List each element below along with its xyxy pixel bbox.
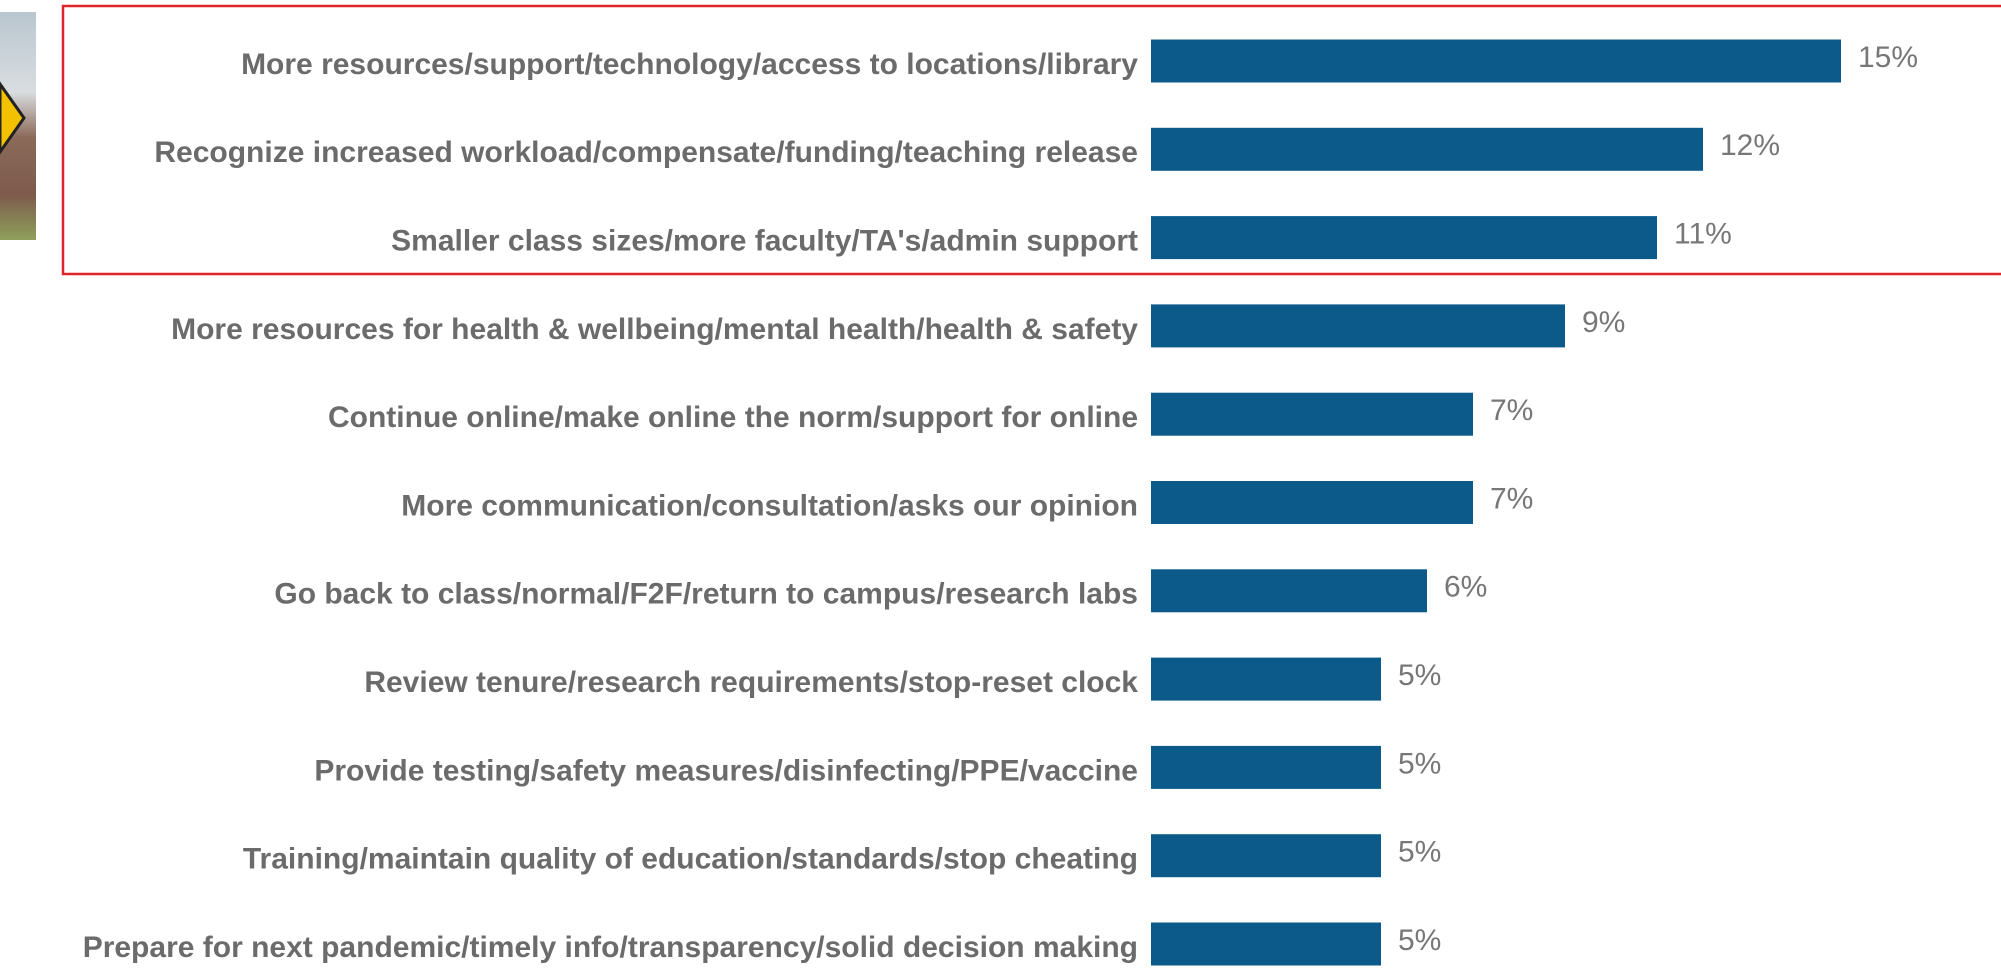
bar <box>1151 923 1381 966</box>
photo-thumbnail <box>0 12 36 240</box>
bar <box>1151 658 1381 701</box>
category-label: Recognize increased workload/compensate/… <box>154 136 1138 169</box>
value-label: 5% <box>1398 924 1441 957</box>
value-label: 15% <box>1858 41 1918 74</box>
category-label: Prepare for next pandemic/timely info/tr… <box>83 931 1138 964</box>
bar <box>1151 569 1427 612</box>
category-label: Smaller class sizes/more faculty/TA's/ad… <box>391 225 1138 258</box>
category-label: Go back to class/normal/F2F/return to ca… <box>274 578 1138 611</box>
category-label: Provide testing/safety measures/disinfec… <box>314 754 1138 787</box>
value-label: 7% <box>1490 394 1533 427</box>
bar <box>1151 481 1473 524</box>
bar <box>1151 128 1703 171</box>
category-label: Review tenure/research requirements/stop… <box>364 666 1138 699</box>
value-label: 9% <box>1582 306 1625 339</box>
category-label: More communication/consultation/asks our… <box>401 489 1138 522</box>
value-label: 5% <box>1398 836 1441 869</box>
bar <box>1151 834 1381 877</box>
bar <box>1151 304 1565 347</box>
value-label: 6% <box>1444 571 1487 604</box>
category-label: Continue online/make online the norm/sup… <box>328 401 1138 434</box>
bar <box>1151 216 1657 259</box>
value-label: 11% <box>1674 218 1732 251</box>
category-label: Training/maintain quality of education/s… <box>243 843 1138 876</box>
bar <box>1151 746 1381 789</box>
value-label: 7% <box>1490 482 1533 515</box>
bar <box>1151 40 1841 83</box>
value-label: 5% <box>1398 659 1441 692</box>
chart: More resources/support/technology/access… <box>0 0 2001 968</box>
bar <box>1151 393 1473 436</box>
value-label: 12% <box>1720 129 1780 162</box>
category-label: More resources for health & wellbeing/me… <box>171 313 1138 346</box>
value-label: 5% <box>1398 747 1441 780</box>
category-label: More resources/support/technology/access… <box>241 48 1138 81</box>
plot-area: More resources/support/technology/access… <box>83 40 1918 966</box>
